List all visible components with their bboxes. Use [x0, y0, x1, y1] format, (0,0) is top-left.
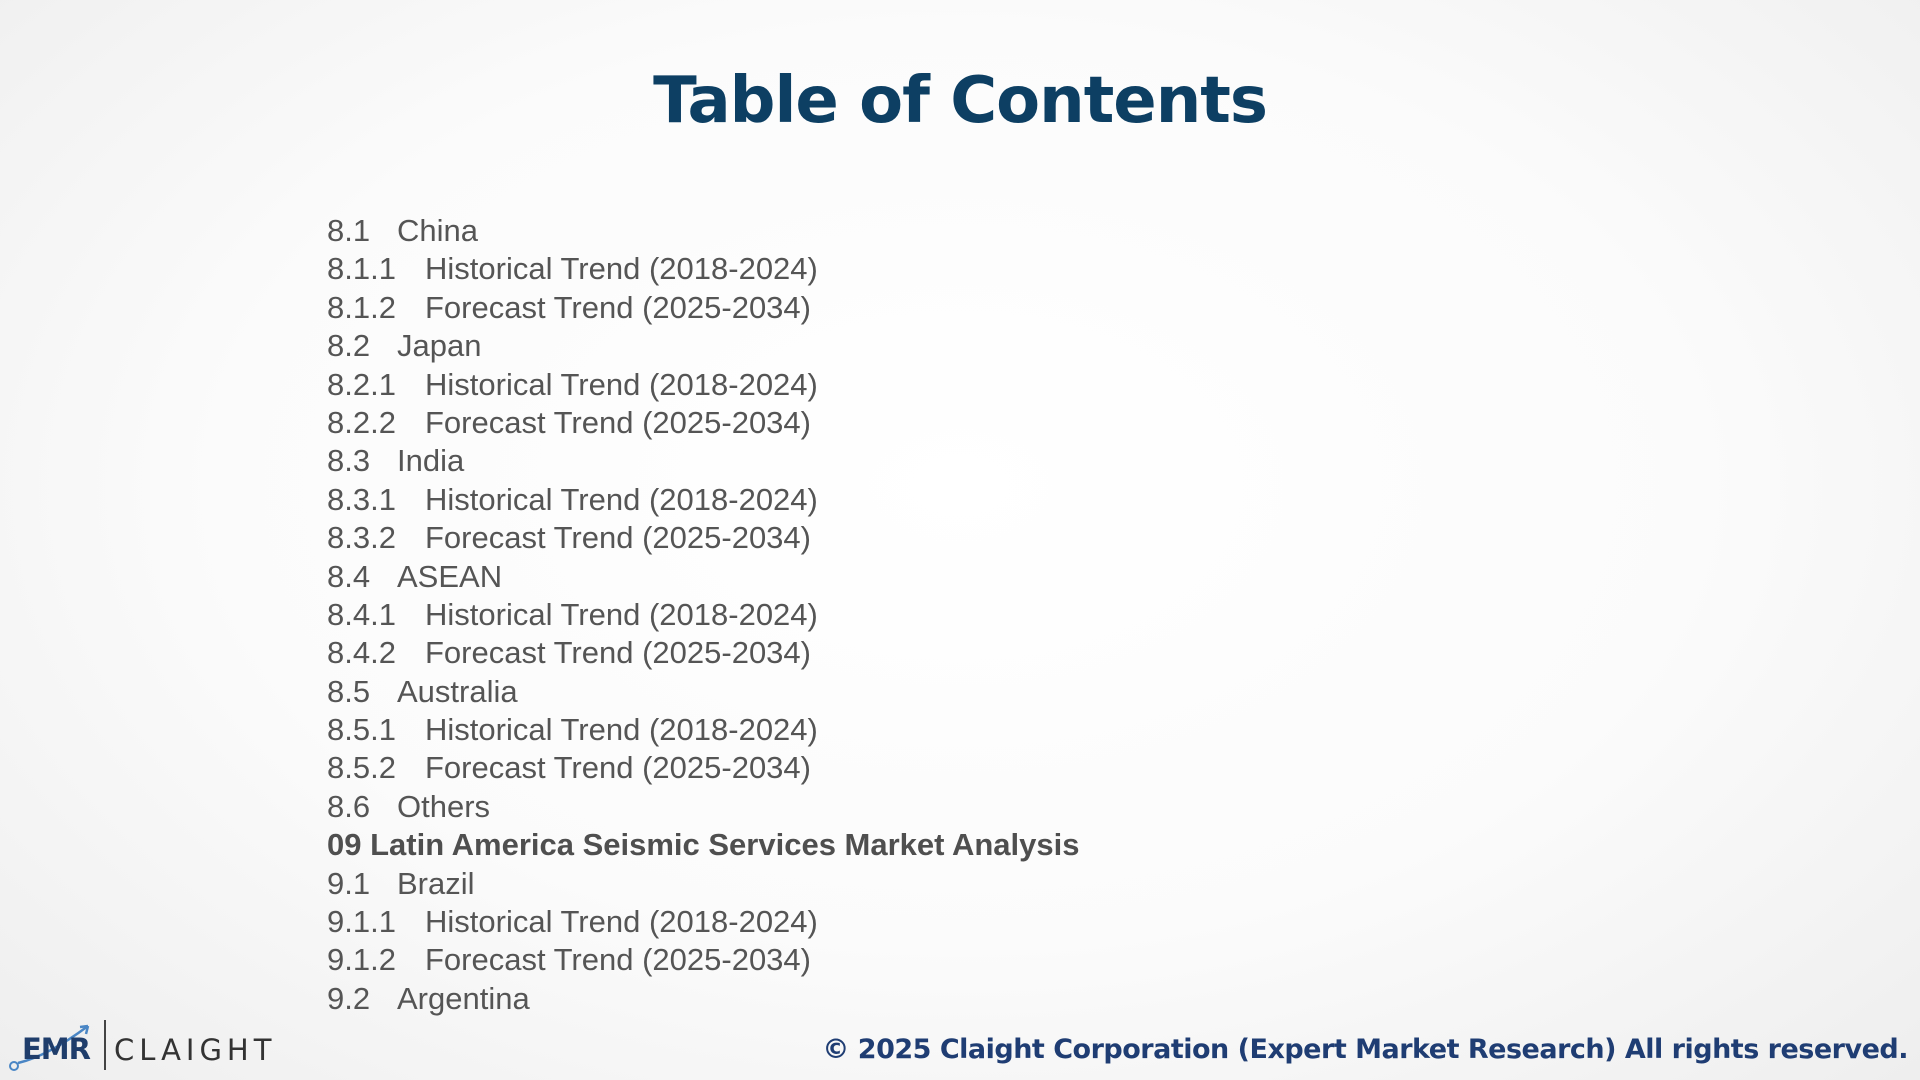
toc-entry: 8.1 China: [327, 212, 1079, 250]
toc-entry: 09 Latin America Seismic Services Market…: [327, 826, 1079, 864]
toc-entry-number: 8.4.2: [327, 635, 396, 671]
toc-entry-label: Historical Trend (2018-2024): [425, 904, 818, 940]
toc-entry-number: 8.2: [327, 328, 371, 364]
toc-entry: 8.2 Japan: [327, 327, 1079, 365]
toc-entry-label: Historical Trend (2018-2024): [425, 596, 818, 632]
toc-entry: 8.5.1 Historical Trend (2018-2024): [327, 711, 1079, 749]
toc-entry-number: 8.5.1: [327, 712, 396, 748]
toc-entry-label: Forecast Trend (2025-2034): [425, 635, 811, 671]
toc-entry-number: 8.2.1: [327, 366, 396, 402]
toc-entry: 8.5.2 Forecast Trend (2025-2034): [327, 749, 1079, 787]
toc-entry-number: 09: [327, 827, 362, 863]
toc-entry: 8.4 ASEAN: [327, 558, 1079, 596]
toc-entry-number: 8.3.1: [327, 481, 396, 517]
toc-entry-number: 8.5.2: [327, 750, 396, 786]
toc-entry-label: Australia: [397, 673, 518, 709]
toc-entry-number: 9.1.1: [327, 904, 396, 940]
toc-entry-label: China: [397, 213, 478, 248]
toc-entry: 8.3.1 Historical Trend (2018-2024): [327, 481, 1079, 519]
toc-entry-number: 8.1.1: [327, 251, 396, 287]
logo-arrow-icon: [9, 1024, 90, 1071]
toc-entry: 9.1 Brazil: [327, 865, 1079, 903]
logo-emr-text: EMR: [22, 1032, 91, 1066]
logo-divider: [104, 1020, 106, 1070]
toc-entry: 8.1.2 Forecast Trend (2025-2034): [327, 289, 1079, 327]
toc-entry-label: India: [397, 443, 465, 479]
toc-entry-label: Forecast Trend (2025-2034): [425, 520, 811, 556]
toc-entry: 9.2 Argentina: [327, 980, 1079, 1018]
toc-entry: 8.2.2 Forecast Trend (2025-2034): [327, 404, 1079, 442]
toc-entry-number: 9.1: [327, 865, 371, 901]
toc-entry: 8.4.2 Forecast Trend (2025-2034): [327, 634, 1079, 672]
toc-entry-label: Forecast Trend (2025-2034): [425, 289, 811, 325]
toc-entry: 8.5 Australia: [327, 673, 1079, 711]
toc-entry-number: 8.5: [327, 673, 371, 709]
toc-entry: 8.3 India: [327, 442, 1079, 480]
toc-entry: 8.6 Others: [327, 788, 1079, 826]
toc-entry-label: Historical Trend (2018-2024): [425, 251, 818, 287]
toc-entry-number: 8.4: [327, 558, 371, 594]
logo-claight-text: CLAIGHT: [114, 1033, 277, 1067]
toc-entry-label: Historical Trend (2018-2024): [425, 712, 818, 748]
toc-entry-number: 8.3.2: [327, 520, 396, 556]
toc-entry-label: Latin America Seismic Services Market An…: [370, 827, 1080, 863]
toc-entry: 8.2.1 Historical Trend (2018-2024): [327, 366, 1079, 404]
toc-entry-number: 9.2: [327, 980, 371, 1016]
toc-entry-label: Forecast Trend (2025-2034): [425, 750, 811, 786]
toc-entry-label: Forecast Trend (2025-2034): [425, 942, 811, 978]
toc-entry-number: 8.4.1: [327, 596, 396, 632]
toc-entry-number: 8.1: [327, 213, 371, 248]
toc-entry-label: Forecast Trend (2025-2034): [425, 404, 811, 440]
copyright-notice: © 2025 Claight Corporation (Expert Marke…: [822, 1034, 1908, 1065]
toc-entry: 8.1.1 Historical Trend (2018-2024): [327, 250, 1079, 288]
toc-entry-number: 8.3: [327, 443, 371, 479]
toc-entry-label: Brazil: [397, 865, 475, 901]
toc-entry-label: Japan: [397, 328, 482, 364]
toc-list: 8.1 China 8.1.1 Historical Trend (2018-2024…: [327, 212, 1079, 1018]
toc-entry-label: Others: [397, 788, 491, 824]
toc-entry: 9.1.2 Forecast Trend (2025-2034): [327, 941, 1079, 979]
page-title: Table of Contents: [653, 64, 1268, 138]
company-logo: EMR CLAIGHT: [8, 1016, 288, 1072]
toc-entry-label: ASEAN: [397, 558, 503, 594]
toc-entry-label: Historical Trend (2018-2024): [425, 481, 818, 517]
toc-entry-label: Argentina: [397, 980, 530, 1016]
toc-entry-number: 8.2.2: [327, 404, 396, 440]
toc-entry: 9.1.1 Historical Trend (2018-2024): [327, 903, 1079, 941]
toc-entry-number: 8.6: [327, 788, 371, 824]
toc-entry-number: 9.1.2: [327, 942, 396, 978]
toc-entry: 8.4.1 Historical Trend (2018-2024): [327, 596, 1079, 634]
toc-entry: 8.3.2 Forecast Trend (2025-2034): [327, 519, 1079, 557]
toc-entry-label: Historical Trend (2018-2024): [425, 366, 818, 402]
toc-entry-number: 8.1.2: [327, 289, 396, 325]
